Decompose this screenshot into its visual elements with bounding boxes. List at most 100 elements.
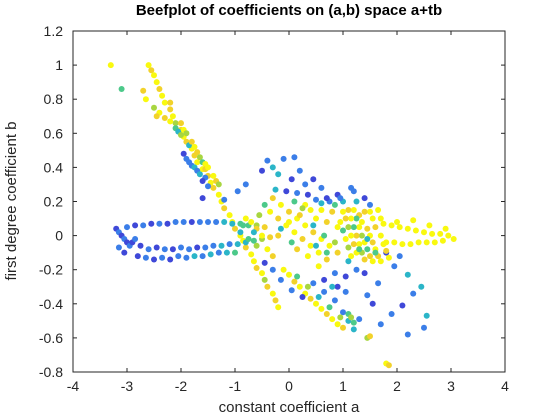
- scatter-point: [183, 254, 190, 261]
- scatter-point: [161, 115, 168, 121]
- scatter-point: [367, 333, 373, 340]
- scatter-point: [145, 246, 152, 253]
- scatter-point: [215, 191, 222, 198]
- scatter-point: [415, 239, 422, 246]
- scatter-point: [156, 86, 163, 92]
- scatter-point: [315, 249, 322, 256]
- scatter-point: [210, 184, 217, 191]
- scatter-point: [267, 208, 274, 215]
- scatter-point: [318, 305, 325, 312]
- scatter-point: [221, 196, 228, 203]
- x-tick-label: 2: [393, 378, 401, 394]
- scatter-point: [178, 244, 184, 251]
- scatter-point: [310, 229, 317, 236]
- scatter-point: [286, 208, 292, 215]
- scatter-point: [323, 195, 330, 202]
- scatter-point: [153, 79, 160, 86]
- scatter-point: [337, 314, 344, 321]
- scatter-point: [172, 120, 179, 127]
- scatter-point: [375, 207, 382, 213]
- scatter-point: [377, 215, 384, 222]
- scatter-point: [151, 104, 157, 111]
- scatter-point: [242, 215, 249, 222]
- scatter-point: [259, 232, 265, 239]
- scatter-point: [202, 244, 209, 251]
- scatter-point: [280, 266, 287, 273]
- scatter-point: [353, 266, 360, 273]
- scatter-point: [353, 215, 360, 222]
- scatter-point: [318, 184, 325, 191]
- x-tick-label: -2: [175, 378, 188, 394]
- scatter-point: [307, 207, 314, 213]
- scatter-point: [350, 319, 357, 326]
- scatter-point: [429, 230, 436, 237]
- scatter-point: [302, 181, 309, 188]
- scatter-point: [340, 208, 346, 215]
- scatter-point: [369, 258, 376, 265]
- scatter-point: [288, 287, 295, 294]
- scatter-point: [215, 249, 222, 256]
- scatter-point: [364, 292, 371, 299]
- scatter-point: [234, 241, 241, 248]
- chart-title: Beefplot of coefficients on (a,b) space …: [136, 2, 442, 19]
- scatter-point: [121, 249, 128, 256]
- scatter-point: [321, 276, 328, 283]
- scatter-point: [194, 244, 201, 251]
- scatter-point: [283, 188, 290, 195]
- scatter-point: [277, 225, 284, 232]
- scatter-point: [210, 172, 217, 179]
- scatter-point: [404, 331, 411, 338]
- scatter-point: [350, 241, 357, 248]
- scatter-point: [286, 219, 292, 225]
- scatter-point: [321, 232, 328, 239]
- scatter-point: [199, 178, 206, 184]
- scatter-point: [188, 219, 195, 225]
- scatter-point: [445, 232, 452, 239]
- scatter-point: [140, 222, 147, 229]
- scatter-point: [275, 171, 282, 178]
- scatter-point: [331, 297, 338, 304]
- scatter-point: [326, 242, 333, 249]
- scatter-point: [337, 219, 344, 225]
- scatter-point: [223, 249, 230, 256]
- scatter-point: [218, 242, 225, 249]
- scatter-point: [329, 283, 336, 290]
- scatter-point: [421, 229, 427, 236]
- scatter-point: [286, 271, 292, 278]
- y-tick-label: 0.4: [44, 159, 64, 175]
- scatter-point: [142, 254, 149, 261]
- scatter-point: [369, 300, 376, 307]
- scatter-point: [364, 225, 371, 232]
- scatter-point: [232, 249, 238, 256]
- scatter-point: [242, 181, 249, 188]
- scatter-point: [253, 265, 260, 271]
- scatter-point: [313, 242, 319, 249]
- scatter-point: [342, 215, 349, 222]
- scatter-point: [315, 294, 322, 300]
- scatter-point: [199, 195, 206, 202]
- scatter-point: [180, 219, 187, 225]
- scatter-point: [340, 309, 346, 316]
- scatter-point: [167, 118, 174, 125]
- scatter-point: [240, 222, 247, 229]
- scatter-point: [364, 236, 371, 242]
- scatter-point: [145, 62, 152, 69]
- scatter-point: [315, 263, 322, 270]
- scatter-point: [375, 280, 382, 287]
- scatter-point: [277, 276, 284, 283]
- scatter-point: [296, 167, 303, 174]
- scatter-point: [169, 246, 176, 253]
- plot-area: [73, 31, 505, 372]
- axes-layer: -4 -3 -2 -1 0 1 2 3 4 -0.8 -0.6 -0.4 -0.2 0 0.2 0.4 0.6 0…: [39, 23, 509, 394]
- scatter-point: [326, 304, 333, 311]
- scatter-point: [159, 92, 166, 99]
- scatter-point: [269, 164, 276, 171]
- scatter-point: [153, 244, 160, 251]
- scatter-point: [196, 171, 203, 178]
- scatter-point: [164, 220, 171, 227]
- scatter-point: [348, 215, 355, 222]
- scatter-point: [377, 321, 384, 328]
- scatter-point: [348, 314, 355, 321]
- scatter-point: [291, 154, 298, 161]
